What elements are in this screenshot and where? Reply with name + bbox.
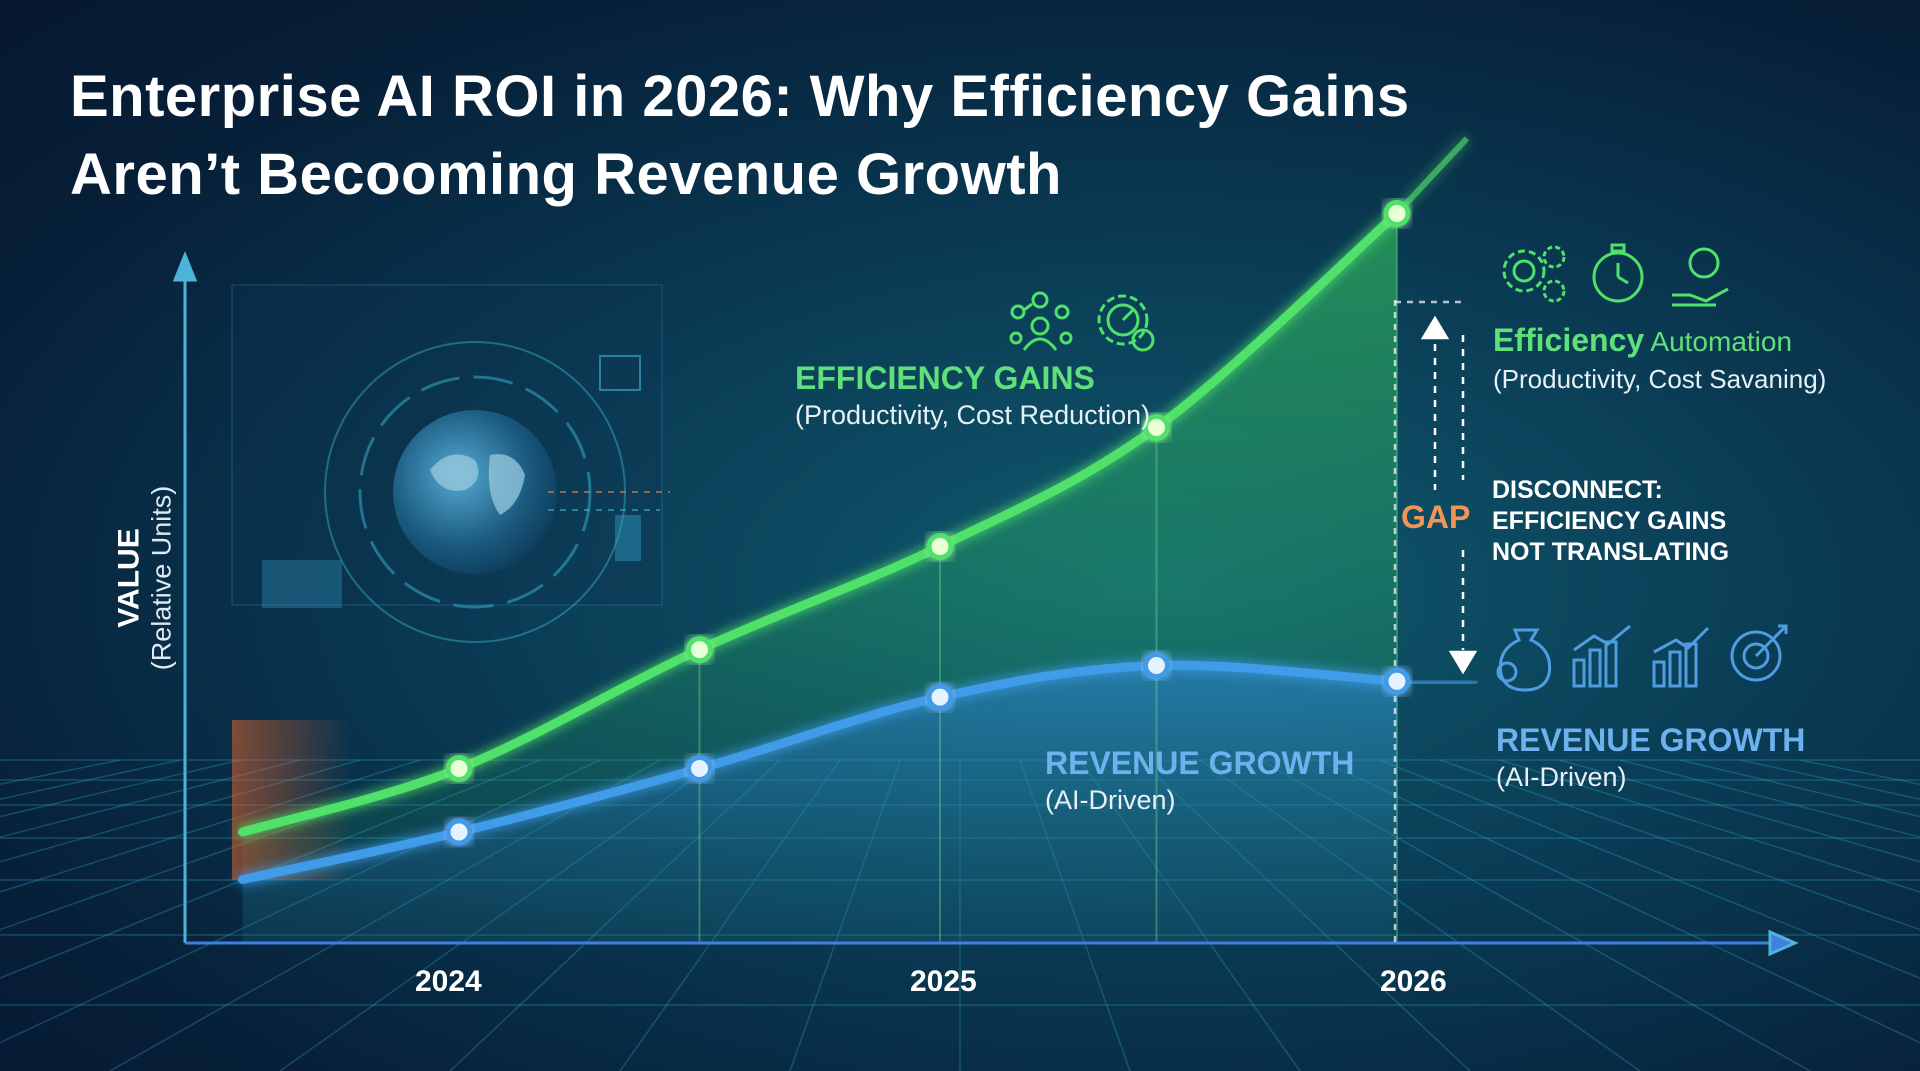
gap-arrow-up [1420, 315, 1450, 340]
right-efficiency-sublabel: (Productivity, Cost Savaning) [1493, 364, 1827, 394]
team-network-icon [1009, 291, 1073, 351]
disconnect-line-3: NOT TRANSLATING [1492, 538, 1730, 566]
revenue-label: REVENUE GROWTH [1045, 745, 1355, 781]
revenue-point [445, 818, 473, 846]
stopwatch-icon [1592, 243, 1644, 303]
globe-decoration [231, 284, 670, 643]
efficiency-point [1383, 199, 1411, 227]
target-arrow-icon [1730, 624, 1788, 682]
gap-bracket [1393, 300, 1478, 943]
efficiency-point [1142, 414, 1170, 442]
efficiency-point [926, 533, 954, 560]
x-axis-arrow [1768, 929, 1799, 957]
chart-title: Enterprise AI ROI in 2026: Why Efficienc… [70, 58, 1410, 214]
disconnect-text: DISCONNECT: EFFICIENCY GAINS NOT TRANSLA… [1492, 475, 1729, 568]
globe-icon [393, 410, 557, 574]
efficiency-trend-extension [1394, 136, 1470, 216]
efficiency-point [686, 636, 713, 664]
y-axis-arrow [172, 250, 198, 282]
right-efficiency-rest: Automation [1644, 326, 1793, 357]
revenue-point [1142, 651, 1170, 679]
x-tick-2024: 2024 [415, 965, 482, 998]
revenue-area [242, 665, 1397, 943]
revenue-sublabel: (AI-Driven) [1045, 785, 1176, 815]
y-axis-subtitle: (Relative Units) [146, 485, 177, 671]
efficiency-label: EFFICIENCY GAINS [795, 360, 1095, 396]
x-tick-2026: 2026 [1380, 965, 1447, 998]
right-efficiency-bold: Efficiency [1493, 322, 1645, 358]
axes [172, 250, 1799, 957]
efficiency-sublabel: (Productivity, Cost Reduction) [795, 400, 1151, 430]
disconnect-line-1: DISCONNECT: [1492, 476, 1663, 504]
bar-growth-2-icon [1652, 626, 1710, 688]
hand-dollar-icon [1672, 247, 1729, 307]
drop-lines [698, 213, 1398, 943]
bar-growth-icon [1572, 624, 1631, 688]
title-line-2: Aren’t Becooming Revenue Growth [70, 142, 1062, 207]
title-line-1: Enterprise AI ROI in 2026: Why Efficienc… [70, 64, 1410, 129]
x-tick-2025: 2025 [910, 965, 977, 998]
revenue-point [1383, 667, 1411, 695]
revenue-point [926, 683, 954, 711]
series-line-efficiency [238, 208, 1402, 837]
revenue-point [686, 755, 713, 783]
gear-gauge-icon [1097, 294, 1155, 352]
right-revenue-sublabel: (AI-Driven) [1496, 762, 1627, 792]
money-bag-icon [1496, 628, 1552, 692]
right-efficiency-label: Efficiency Automation [1493, 322, 1792, 359]
orange-glow [232, 720, 352, 880]
y-axis-title: VALUE [112, 528, 146, 628]
gap-arrow-down [1448, 650, 1478, 675]
y-axis-label: VALUE (Relative Units) [113, 486, 178, 671]
gears-coin-icon [1502, 245, 1566, 303]
disconnect-line-2: EFFICIENCY GAINS [1492, 507, 1727, 535]
series-line-revenue [238, 660, 1402, 885]
efficiency-point [445, 755, 473, 783]
gap-label: GAP [1401, 499, 1471, 535]
right-revenue-label: REVENUE GROWTH [1496, 722, 1806, 758]
